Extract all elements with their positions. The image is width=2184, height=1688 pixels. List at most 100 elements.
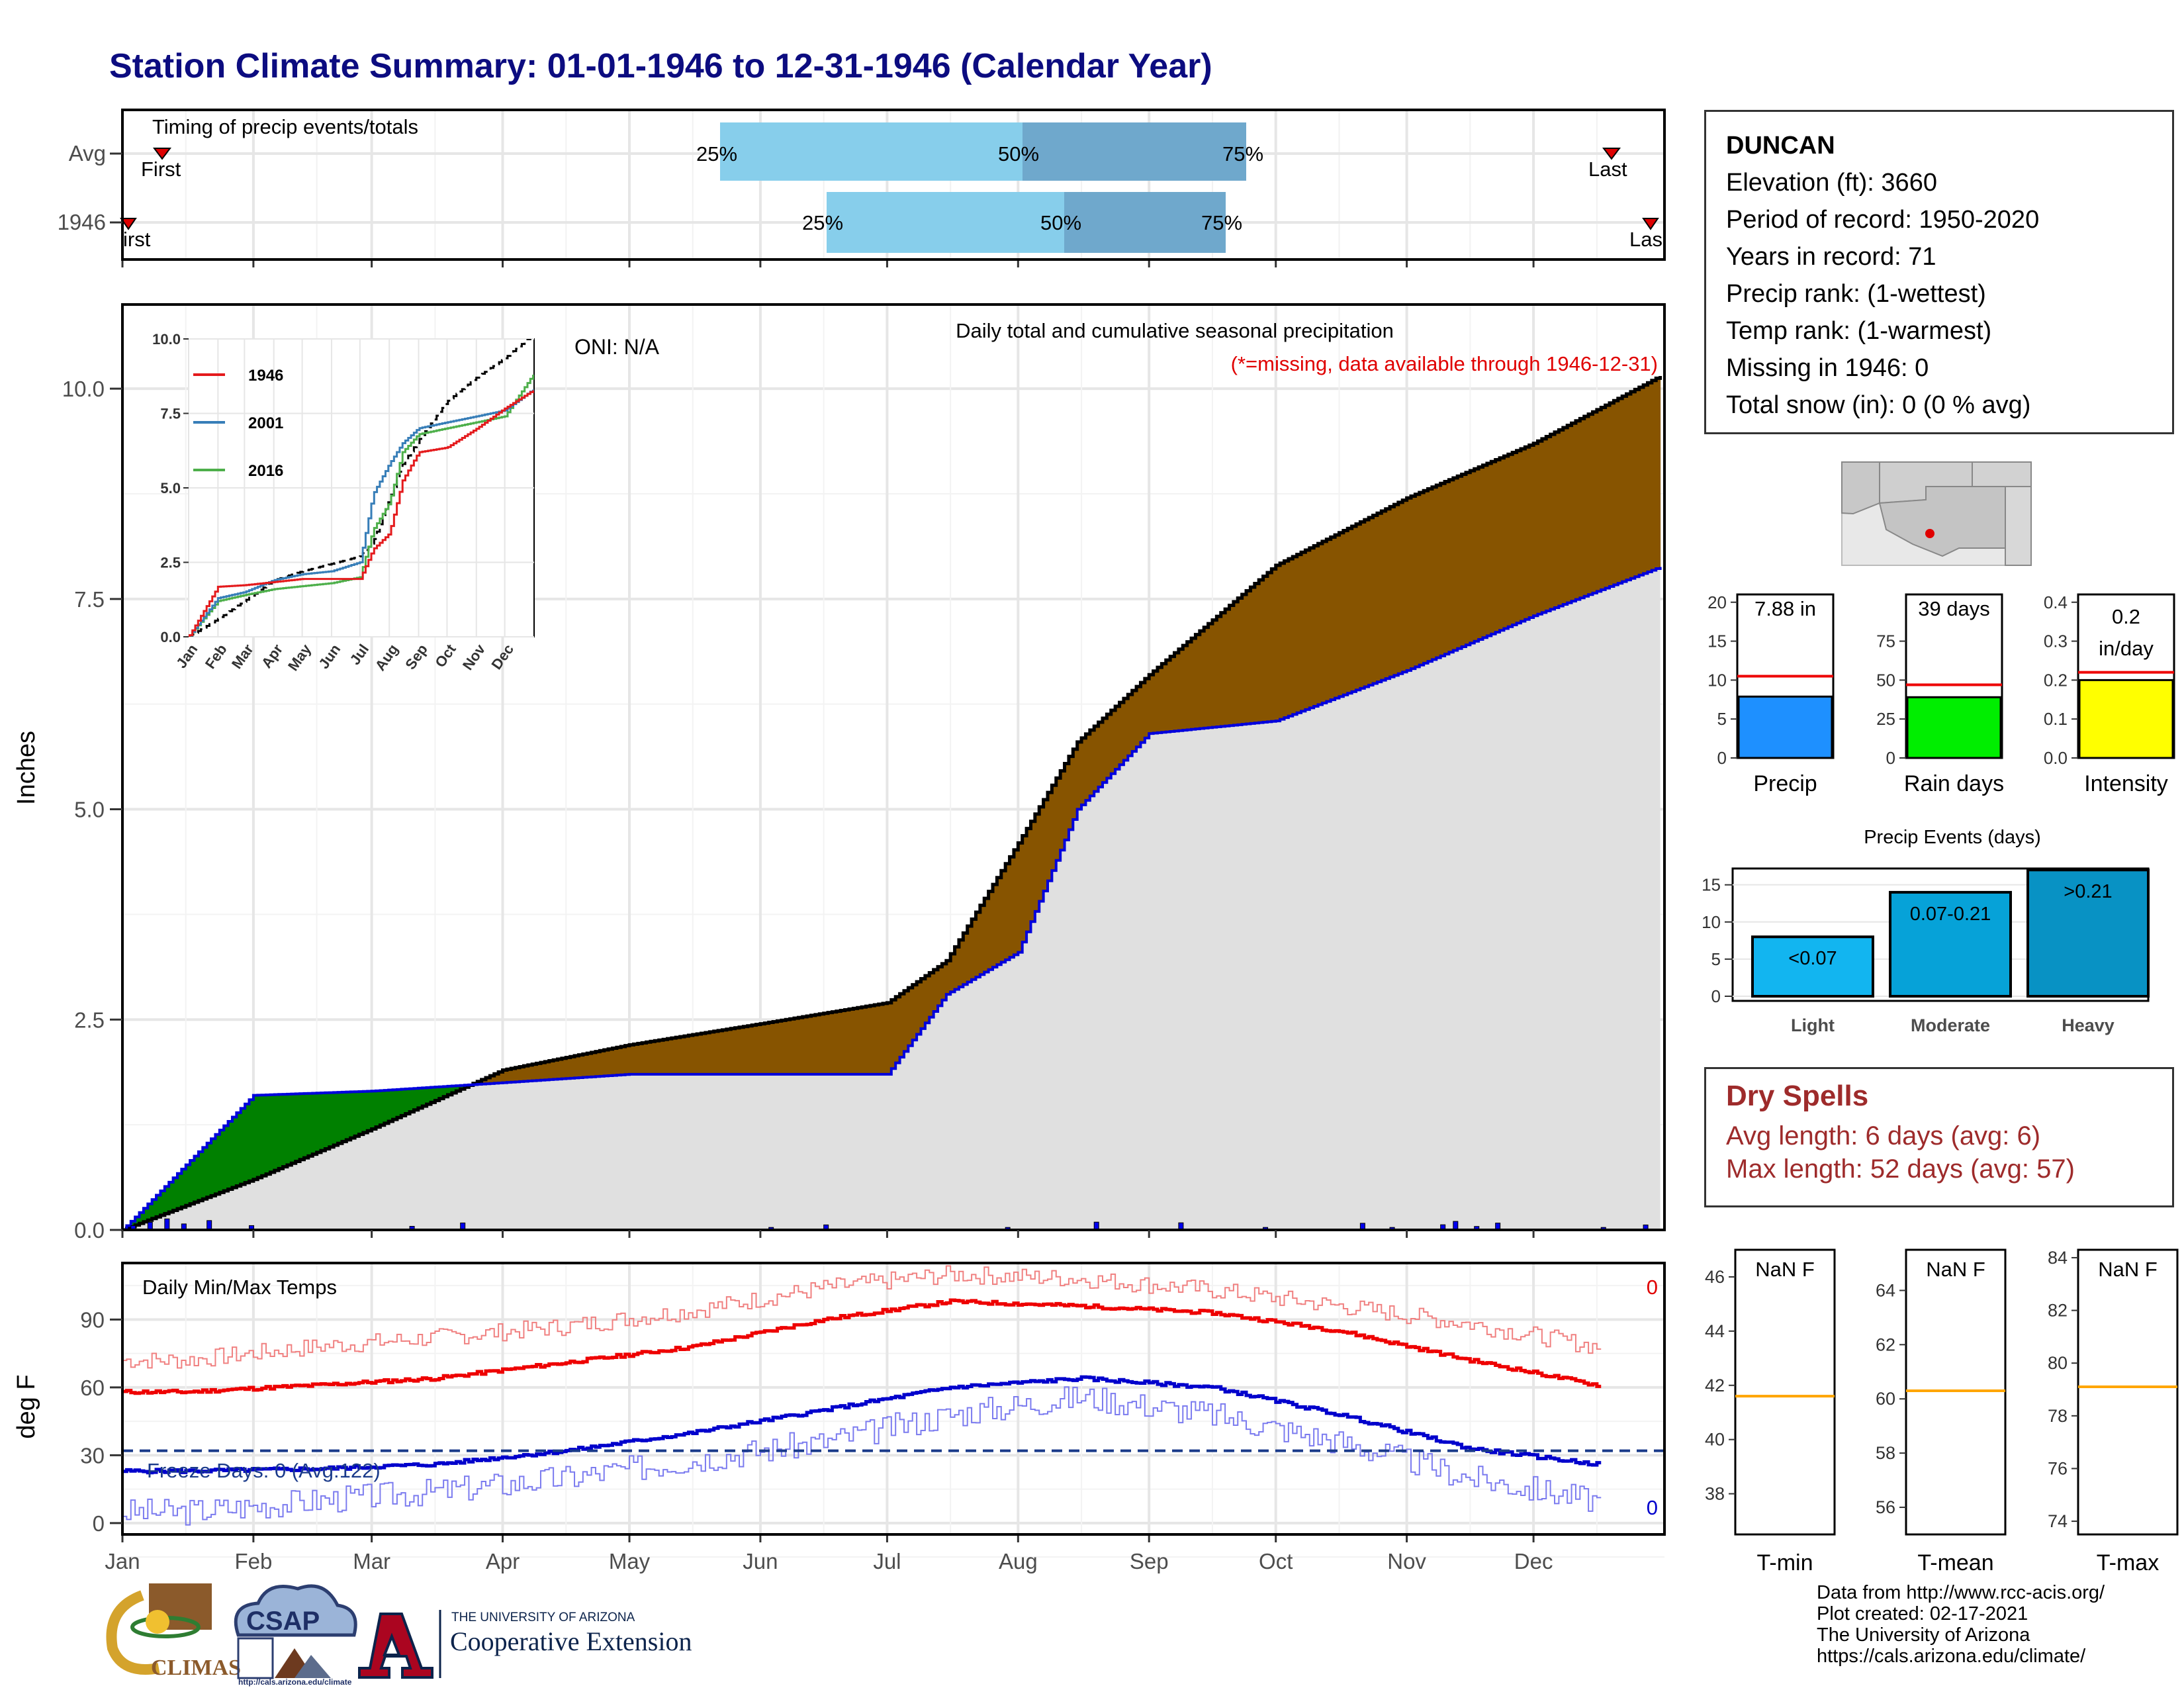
tbar-value-tmean: NaN F [1926,1258,1985,1281]
stat-value-intensity: 0.2 [2112,605,2140,628]
month-label: Jul [873,1549,901,1573]
credit-source: Data from http://www.rcc-acis.org/ [1817,1582,2105,1603]
timing-bar-avg-q1 [720,122,1023,181]
stat-ytick-label: 10 [1707,670,1727,690]
main-ytick-label: 10.0 [62,377,105,401]
tbar-value-tmax: NaN F [2098,1258,2158,1281]
tbar-ytick-label: 40 [1705,1430,1725,1450]
tbar-ytick-label: 60 [1876,1389,1895,1409]
stat-ytick-label: 75 [1876,632,1895,651]
stat-ytick-label: 0.4 [2044,592,2068,612]
timing-bar-avg-q2 [1023,122,1246,181]
month-label: Oct [1259,1549,1293,1573]
temp-ylabel: deg F [13,1374,40,1438]
events-category-label: Moderate [1911,1015,1990,1035]
station-snow: Total snow (in): 0 (0 % avg) [1726,391,2031,419]
events-bar-moderate [1889,890,2012,998]
tbar-label-tmin: T-min [1757,1550,1813,1575]
tbar-ytick-label: 58 [1876,1443,1895,1463]
ua-bottom-text: Cooperative Extension [450,1626,692,1656]
tmin-record-line [122,1386,1602,1526]
daily-precip-bar [1474,1226,1480,1230]
dry-spells-title: Dry Spells [1726,1080,1869,1112]
timing-row-1946: 1946 [58,210,106,234]
inset-ytick-label: 5.0 [160,480,181,496]
month-label: Jan [105,1549,140,1573]
first-label-avg: First [141,158,181,181]
timing-label-avg-75: 75% [1222,142,1263,165]
tbar-ytick-label: 64 [1876,1280,1895,1300]
station-temp-rank: Temp rank: (1-warmest) [1726,317,1992,345]
stat-ytick-label: 0.2 [2044,670,2068,690]
below-average-area [473,378,1661,1085]
dry-spells-avg: Avg length: 6 days (avg: 6) [1726,1121,2041,1150]
precip-caption: Daily total and cumulative seasonal prec… [956,319,1394,342]
stat-ytick-label: 20 [1707,592,1727,612]
stat-ytick-label: 5 [1717,709,1727,729]
stat-label-precip: Precip [1753,771,1817,796]
timing-label-1946-25: 25% [802,211,843,234]
main-ytick-label: 5.0 [74,798,105,822]
tbar-label-tmax: T-max [2097,1550,2159,1575]
inset-legend-label: 2016 [248,462,283,480]
csap-text: CSAP [246,1607,320,1636]
station-name: DUNCAN [1726,132,1835,160]
stat-ytick-label: 50 [1876,670,1895,690]
temp-ytick-label: 60 [80,1376,105,1400]
month-label: Aug [999,1549,1038,1573]
inset-legend-label: 1946 [248,367,283,385]
ua-top-text: THE UNIVERSITY OF ARIZONA [451,1611,635,1624]
tbar-ytick-label: 84 [2048,1248,2068,1268]
month-label: Dec [1514,1549,1553,1573]
month-label: Feb [234,1549,272,1573]
daily-precip-bar [181,1223,187,1230]
events-bar-heavy [2026,868,2150,998]
events-bar-light [1751,935,1874,998]
stats-bars: 0 5 10 15 20 Precip 7.88 in 0 25 50 75 Rain days 39 … [1707,592,2175,796]
main-ytick-label: 7.5 [74,587,105,612]
dry-spells-box: Dry Spells Avg length: 6 days (avg: 6) M… [1704,1067,2174,1207]
credits: Data from http://www.rcc-acis.org/ Plot … [1817,1582,2105,1667]
tbar-frame-tmean [1905,1248,2007,1536]
inset-avg-line [189,339,531,637]
timing-label-1946-75: 75% [1201,211,1242,234]
timing-label-1946-50: 50% [1040,211,1081,234]
station-precip-rank: Precip rank: (1-wettest) [1726,280,1986,308]
credit-university: The University of Arizona [1817,1624,2030,1646]
stat-bar-precip [1737,695,1833,759]
csap-logo: CSAP http://cals.arizona.edu/climate [234,1584,357,1687]
tbar-ytick-label: 82 [2048,1301,2068,1321]
last-label-1946: Las [1629,228,1662,251]
temp-count-min: 0 [1647,1496,1658,1519]
daily-precip-bar [206,1220,212,1230]
credit-created: Plot created: 02-17-2021 [1817,1603,2028,1624]
events-ytick-label: 5 [1711,949,1721,969]
tbar-ytick-label: 44 [1705,1321,1725,1341]
tbar-ytick-label: 56 [1876,1497,1895,1517]
station-period: Period of record: 1950-2020 [1726,206,2040,234]
inset-ytick-label: 2.5 [160,555,181,571]
temp-summary-bars: 38 40 42 44 46 NaN F T-min 56 58 60 62 64 NaN F T-mea… [1705,1248,2179,1575]
above-average-area [126,1084,474,1229]
precip-caption-missing: (*=missing, data available through 1946-… [1231,352,1658,375]
timing-label-avg-50: 50% [998,142,1039,165]
month-label: Nov [1387,1549,1426,1573]
events-bar-label: 0.07-0.21 [1910,904,1991,925]
stat-bar-intensity [2078,679,2174,759]
timing-bar-1946-q1 [827,192,1064,253]
inset-1946-line [189,390,534,637]
events-title: Precip Events (days) [1864,827,2041,848]
page-title: Station Climate Summary: 01-01-1946 to 1… [109,47,1212,85]
tbar-ytick-label: 38 [1705,1484,1725,1504]
temp-title: Daily Min/Max Temps [142,1276,337,1299]
temp-ytick-label: 90 [80,1307,105,1332]
month-label: May [609,1549,651,1573]
inset-ytick-label: 10.0 [152,331,181,348]
tbar-ytick-label: 80 [2048,1353,2068,1373]
timing-panel: 25% 50% 75% 25% 50% 75% First Last irst … [58,109,1666,267]
tbar-ytick-label: 42 [1705,1376,1725,1395]
events-ytick-label: 10 [1702,912,1721,932]
stat-ytick-label: 0 [1886,748,1895,768]
